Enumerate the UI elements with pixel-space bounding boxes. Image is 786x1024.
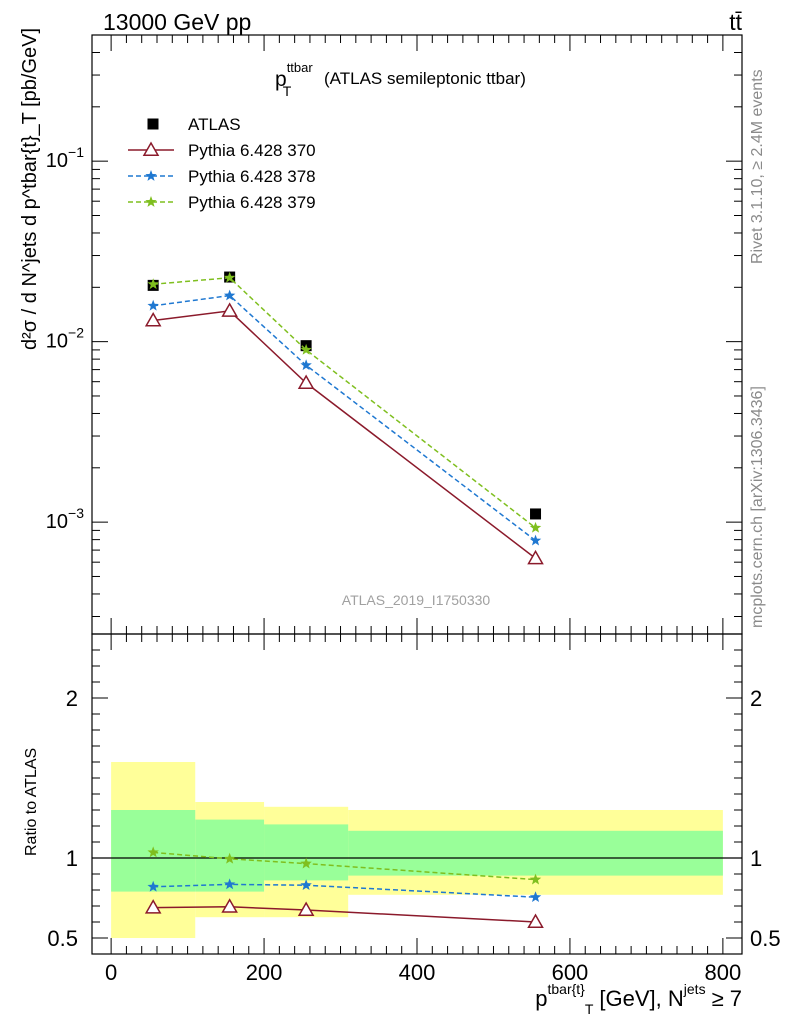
header-left: 13000 GeV pp [103, 9, 251, 35]
main-series [144, 271, 544, 565]
main-title: pttbar T [275, 60, 313, 99]
rivet-label: Rivet 3.1.10, ≥ 2.4M events [749, 69, 766, 264]
point-1-2-1 [223, 852, 236, 864]
point-1-2-2 [300, 857, 312, 869]
point-0-1-1 [221, 302, 238, 317]
ytick-mantissa: 10 [46, 331, 68, 353]
series-line-0-1 [153, 310, 536, 559]
series-line-0-2 [153, 294, 536, 542]
point-1-2-0 [147, 846, 159, 858]
ratio-ytick-label-left: 2 [66, 686, 78, 711]
main-ytick-label: 10−2 [46, 325, 84, 353]
watermark: ATLAS_2019_I1750330 [342, 592, 491, 608]
ratio-series [144, 846, 544, 928]
ytick-exp: −3 [68, 505, 84, 521]
point-1-1-1 [223, 878, 236, 890]
legend-label-3: Pythia 6.428 379 [188, 193, 316, 212]
xlabel-sup2: jets [683, 981, 706, 997]
point-0-3-2 [300, 343, 312, 355]
ytick-exp: −2 [68, 325, 84, 341]
point-0-2-3 [529, 534, 542, 546]
ratio-ytick-label-right: 2 [750, 686, 762, 711]
band-inner-2 [264, 824, 349, 881]
title-sup: ttbar [287, 60, 314, 75]
legend-marker-2 [145, 170, 157, 181]
main-ytick-label: 10−3 [46, 505, 84, 533]
point-1-0-0 [144, 899, 162, 914]
xlabel-rest: [GeV], N [599, 986, 683, 1011]
ratio-y-label: Ratio to ATLAS [23, 748, 40, 856]
header-right: tt̄ [729, 9, 742, 35]
ratio-xtick-label: 800 [705, 960, 742, 985]
ytick-mantissa: 10 [46, 150, 68, 172]
point-1-1-0 [147, 880, 159, 892]
main-ytick-label: 10−1 [46, 144, 84, 172]
ratio-ytick-label-left: 1 [66, 846, 78, 871]
point-0-1-0 [144, 311, 162, 327]
series-line-1-0 [153, 906, 536, 923]
x-axis-label: ptbar{t}T [GeV], Njets ≥ 7 [535, 981, 742, 1017]
point-0-3-1 [223, 271, 236, 283]
xlabel-tail: ≥ 7 [712, 986, 742, 1011]
point-1-1-2 [300, 879, 312, 891]
legend-marker-1 [142, 141, 160, 156]
ytick-exp: −1 [68, 144, 84, 160]
main-y-label: d²σ / d N^jets d p^tbar{t}_T [pb/GeV] [19, 28, 41, 350]
mcplots-label: mcplots.cern.ch [arXiv:1306.3436] [749, 386, 766, 628]
point-0-3-3 [529, 521, 542, 533]
xlabel-sub: T [585, 1001, 594, 1017]
ratio-ytick-label-left: 0.5 [47, 926, 78, 951]
point-1-2-3 [529, 873, 542, 885]
ratio-xtick-label: 400 [399, 960, 436, 985]
point-0-2-0 [147, 299, 159, 311]
legend-label-0: ATLAS [188, 115, 241, 134]
ratio-ytick-label-right: 1 [750, 846, 762, 871]
legend: ATLAS Pythia 6.428 370 Pythia 6.428 378 Pyt… [128, 115, 316, 212]
title-rest: (ATLAS semileptonic ttbar) [324, 69, 526, 88]
legend-marker-3 [145, 196, 157, 207]
point-0-3-0 [147, 278, 159, 290]
ratio-axes: 0.5 0.5 1 1 2 2 0 200 400 600 800 [47, 634, 781, 985]
point-1-0-3 [527, 913, 544, 928]
ratio-xtick-label: 0 [105, 960, 117, 985]
xlabel-sup: tbar{t} [547, 981, 585, 997]
point-1-0-2 [297, 901, 315, 916]
ratio-xtick-label: 200 [246, 960, 283, 985]
series-line-1-2 [153, 851, 536, 881]
ratio-bands [92, 762, 742, 938]
legend-marker-0 [147, 118, 159, 130]
legend-label-2: Pythia 6.428 378 [188, 167, 316, 186]
point-0-2-2 [300, 359, 312, 371]
ytick-mantissa: 10 [46, 511, 68, 533]
band-inner-3 [348, 830, 723, 876]
legend-label-1: Pythia 6.428 370 [188, 141, 316, 160]
point-0-1-3 [527, 549, 544, 565]
series-line-0-3 [153, 276, 536, 529]
title-main: p [275, 68, 287, 91]
ratio-xtick-label: 600 [552, 960, 589, 985]
point-1-0-1 [221, 898, 238, 913]
point-0-2-1 [223, 289, 236, 301]
point-0-0-3 [530, 508, 542, 520]
point-1-1-3 [529, 891, 542, 903]
main-y-axis: 10−110−210−3 [46, 34, 742, 634]
xlabel-main: p [535, 986, 547, 1011]
ratio-ytick-label-right: 0.5 [750, 926, 781, 951]
series-line-1-1 [153, 883, 536, 898]
point-0-1-2 [297, 374, 315, 390]
title-sub: T [283, 83, 292, 99]
